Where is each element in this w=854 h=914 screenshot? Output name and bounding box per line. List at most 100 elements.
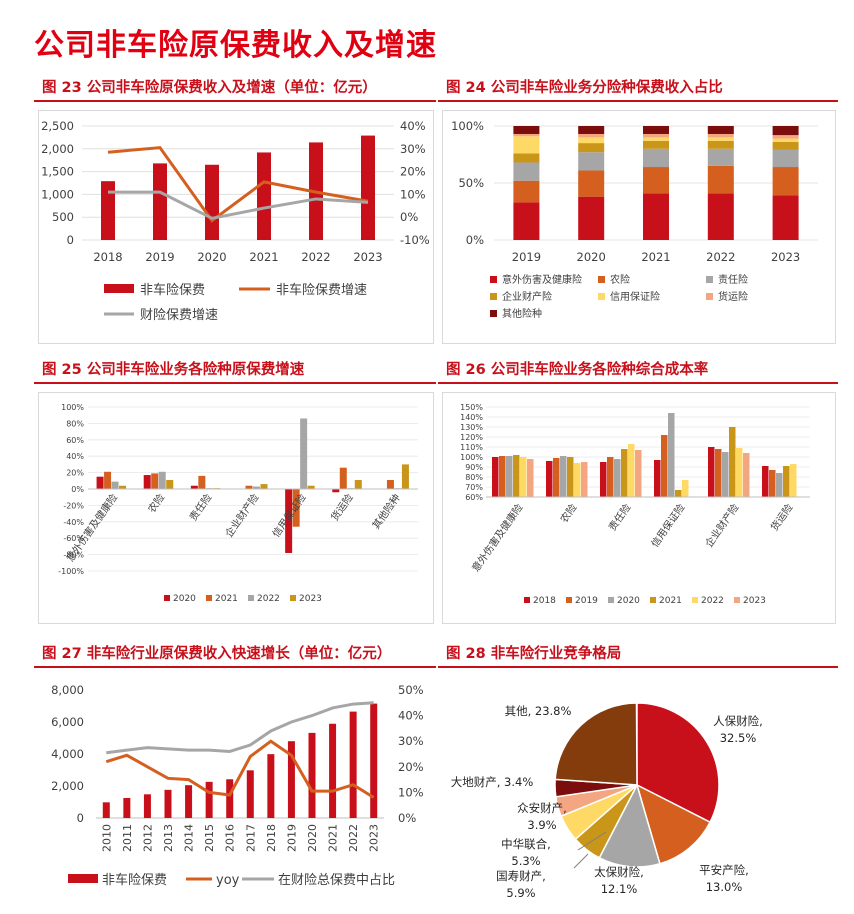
legend-label: 2023	[299, 594, 322, 604]
y-tick-label: 40%	[66, 452, 84, 461]
stacked-bar-segment	[772, 126, 799, 136]
bar	[635, 450, 642, 497]
pie-label: 国寿财产,	[496, 869, 546, 883]
bar	[574, 463, 581, 497]
y-tick-label: 80%	[66, 419, 84, 428]
x-tick-label: 意外伤害及健康险	[469, 501, 526, 574]
bar	[401, 464, 409, 489]
bar	[198, 475, 206, 489]
bar	[370, 703, 378, 818]
series-line	[106, 701, 374, 755]
bar	[527, 459, 534, 497]
y2-tick-label: 0%	[400, 210, 418, 224]
y2-tick-label: 40%	[398, 709, 424, 723]
bar	[354, 479, 362, 489]
x-tick-label: 2023	[368, 824, 381, 852]
bar	[621, 449, 628, 497]
bar	[567, 457, 574, 497]
bar	[287, 741, 295, 818]
bar	[260, 484, 268, 489]
legend-label: 企业财产险	[502, 290, 552, 303]
y-tick-label: 20%	[66, 469, 84, 478]
x-tick-label: 农险	[145, 491, 167, 515]
x-tick-label: 2011	[121, 824, 134, 852]
bar	[499, 456, 506, 497]
x-tick-label: 2019	[285, 824, 298, 852]
legend-label: 2019	[575, 596, 598, 606]
y2-tick-label: 10%	[398, 785, 424, 799]
legend-label: 其他险种	[502, 307, 542, 320]
x-tick-label: 2010	[100, 824, 113, 852]
legend-label: 信用保证险	[610, 290, 660, 303]
y-tick-label: 60%	[465, 493, 483, 502]
y2-tick-label: 10%	[400, 187, 426, 201]
legend-swatch	[734, 597, 740, 603]
x-tick-label: 2014	[183, 824, 196, 852]
x-tick-label: 2023	[771, 250, 800, 264]
x-tick-label: 2018	[265, 824, 278, 852]
figure-28-chart: 人保财险, 32.5% 平安产险, 13.0% 太保财险, 12.1% 国寿财产, 5.9% 中…	[451, 702, 763, 900]
stacked-bar-segment	[772, 138, 799, 142]
figure-24-chart: 100% 50% 0% 2019 2020 2021 2022 2023 意外伤害及健康险 农险 责…	[451, 119, 818, 320]
y-tick-label: 0	[67, 233, 74, 247]
stacked-bar-segment	[578, 170, 605, 197]
y-tick-label: 60%	[66, 436, 84, 445]
stacked-bar-segment	[578, 196, 605, 240]
x-tick-label: 2021	[327, 824, 340, 852]
legend-swatch	[290, 595, 296, 601]
legend-label: 责任险	[718, 273, 748, 286]
bar	[668, 413, 675, 497]
figure-26-panel: 图 26 公司非车险业务各险种综合成本率 150% 140% 130% 120% 110…	[438, 352, 838, 628]
pie-slice	[635, 783, 712, 865]
x-tick-label: 2021	[249, 250, 278, 264]
y-tick-label: 50%	[458, 176, 484, 190]
figure-26-title: 图 26 公司非车险业务各险种综合成本率	[446, 362, 709, 378]
y2-tick-label: 40%	[400, 119, 426, 133]
bar	[339, 467, 347, 489]
bar	[153, 163, 167, 240]
bar	[349, 711, 357, 818]
y-tick-label: -40%	[63, 518, 84, 527]
bar	[722, 452, 729, 497]
leader-line	[577, 831, 607, 851]
stacked-bar-segment	[707, 148, 734, 166]
x-tick-label: 企业财产险	[222, 491, 261, 539]
pie-value: 5.3%	[511, 854, 540, 868]
x-tick-label: 2017	[244, 824, 257, 852]
figure-24-title: 图 24 公司非车险业务分险种保费收入占比	[446, 80, 723, 96]
y-tick-label: 90%	[465, 463, 483, 472]
stacked-bar-segment	[643, 167, 669, 194]
y-tick-label: 1,000	[41, 187, 74, 201]
y-tick-label: 130%	[460, 423, 483, 432]
y-tick-label: 110%	[460, 443, 483, 452]
figure-28-title: 图 28 非车险行业竞争格局	[446, 646, 622, 662]
bar	[600, 462, 607, 497]
y-tick-label: 500	[52, 210, 74, 224]
bar	[292, 489, 300, 527]
y-tick-label: 150%	[460, 403, 483, 412]
legend-swatch	[692, 597, 698, 603]
bar	[736, 448, 743, 497]
y-tick-label: 2,000	[41, 142, 74, 156]
bar	[102, 802, 110, 818]
stacked-bar-segment	[707, 140, 734, 149]
x-tick-label: 2020	[306, 824, 319, 852]
y2-tick-label: 20%	[400, 165, 426, 179]
legend-label: 2021	[215, 594, 238, 604]
bar	[581, 462, 588, 497]
legend-swatch	[68, 874, 98, 883]
pie-value: 32.5%	[720, 731, 757, 745]
bar	[143, 794, 151, 818]
stacked-bar-segment	[772, 167, 799, 196]
figure-28-panel: 图 28 非车险行业竞争格局 人保财险, 32.5% 平安产险, 13.0% 太保财险,…	[438, 636, 838, 912]
y2-tick-label: 30%	[400, 142, 426, 156]
bar	[166, 479, 174, 489]
bar	[205, 164, 219, 240]
stacked-bar-segment	[578, 143, 605, 153]
figure-26-chart: 150%140%130%120%110%100%90%80%70%60%意外伤害…	[460, 403, 810, 606]
y-tick-label: 120%	[460, 433, 483, 442]
bar	[661, 435, 668, 497]
bar	[654, 460, 661, 497]
pie-slice	[636, 702, 720, 824]
y-tick-label: 4,000	[51, 747, 84, 761]
